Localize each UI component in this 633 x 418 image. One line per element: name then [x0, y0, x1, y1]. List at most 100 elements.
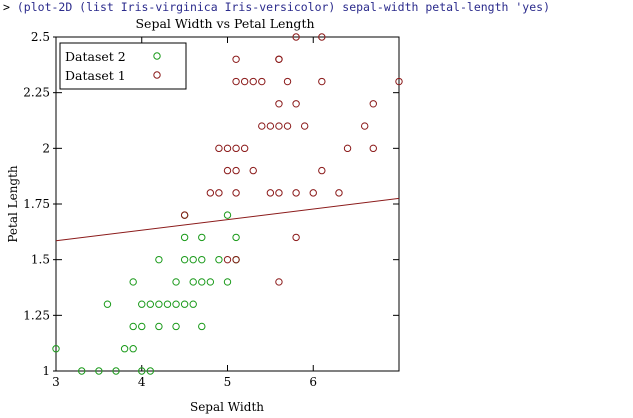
dataset-1-point	[283, 122, 292, 130]
repl-command-text: (plot-2D (list Iris-virginica Iris-versi…	[16, 0, 550, 14]
dataset-2-point	[215, 255, 223, 264]
dataset-2-point	[198, 278, 206, 286]
y-tick-label: 2	[42, 141, 50, 155]
dataset-1-point	[292, 33, 300, 41]
dataset-1-point	[395, 77, 403, 86]
dataset-2-point	[189, 300, 197, 308]
axis-ticks: 3 4 5 6 1 1.25 1.5 1.75 2 2.25 2.5	[23, 30, 399, 389]
legend-marker-dataset-2	[153, 52, 161, 60]
dataset-1-point	[266, 122, 275, 130]
repl-prompt-symbol: >	[3, 0, 10, 14]
x-axis-label: Sepal Width	[190, 400, 264, 414]
dataset-1-point	[240, 77, 249, 86]
dataset-1-point	[232, 77, 240, 86]
dataset-2-point	[180, 300, 189, 308]
dataset-2-point	[155, 322, 163, 331]
y-tick-label: 2.25	[23, 86, 50, 100]
dataset-1-point	[275, 278, 283, 286]
trend-line-group	[55, 197, 400, 242]
dataset-2-point	[198, 255, 206, 264]
dataset-1-point	[249, 77, 257, 86]
dataset-2-point	[180, 233, 189, 242]
x-tick-label: 3	[52, 375, 60, 389]
dataset-2-point	[172, 300, 180, 308]
dataset-1-point	[361, 122, 369, 130]
dataset-2-point	[146, 367, 155, 375]
dataset-1-point	[232, 189, 240, 197]
dataset-2-point	[112, 367, 120, 375]
dataset-1-point	[369, 100, 377, 108]
dataset-1-point	[258, 122, 266, 130]
legend-label-dataset-1: Dataset 1	[65, 68, 126, 83]
dataset-1-point	[275, 189, 283, 197]
x-tick-label: 6	[309, 375, 317, 389]
dataset-1-point	[240, 144, 249, 153]
dataset-1-point	[283, 77, 292, 86]
dataset-2-point	[223, 211, 232, 219]
dataset-1-point	[369, 144, 377, 153]
dataset-2-point	[189, 278, 197, 286]
dataset-2-point	[138, 322, 146, 331]
dataset-2-point	[155, 300, 163, 308]
dataset-2-point	[206, 278, 215, 286]
dataset-1-point	[275, 55, 283, 63]
dataset-1-point	[309, 189, 317, 197]
y-tick-label: 1	[42, 364, 50, 378]
y-tick-label: 1.5	[31, 253, 50, 267]
data-points	[52, 33, 403, 375]
dataset-1-point	[275, 100, 283, 108]
y-tick-label: 1.25	[23, 308, 50, 322]
dataset-1-point	[223, 166, 232, 175]
dataset-2-point	[172, 278, 180, 286]
dataset-1-point	[292, 233, 300, 242]
dataset-1-point	[232, 55, 240, 63]
dataset-1-point	[300, 122, 309, 130]
dataset-1-point	[292, 100, 300, 108]
dataset-1-point	[343, 144, 352, 153]
dataset-1-point	[335, 189, 343, 197]
dataset-1-point	[318, 166, 326, 175]
dataset-2-point	[198, 322, 206, 331]
trend-line	[55, 197, 400, 242]
repl-input-line[interactable]: > (plot-2D (list Iris-virginica Iris-ver…	[3, 0, 550, 14]
chart-title: Sepal Width vs Petal Length	[135, 16, 314, 31]
dataset-1-point	[266, 189, 275, 197]
dataset-1-point	[249, 166, 257, 175]
dataset-2-point	[129, 278, 137, 286]
dataset-1-point	[215, 144, 223, 153]
dataset-2-point	[232, 233, 240, 242]
dataset-1-point	[223, 144, 232, 153]
legend-label-dataset-2: Dataset 2	[65, 49, 126, 64]
dataset-2-point	[198, 233, 206, 242]
dataset-1-point	[180, 211, 189, 219]
dataset-1-point	[206, 189, 215, 197]
dataset-2-point	[129, 322, 137, 331]
legend-marker-dataset-1	[153, 71, 161, 79]
dataset-2-point	[146, 300, 155, 308]
dataset-2-point	[52, 345, 60, 353]
x-tick-label: 4	[138, 375, 146, 389]
dataset-2-point	[103, 300, 112, 308]
dataset-2-point	[129, 345, 137, 353]
dataset-2-point	[189, 255, 197, 264]
dataset-1-point	[292, 189, 300, 197]
dataset-1-point	[318, 77, 326, 86]
y-tick-label: 1.75	[23, 197, 50, 211]
dataset-2-point	[163, 300, 172, 308]
x-tick-label: 5	[224, 375, 232, 389]
y-axis-label: Petal Length	[6, 165, 20, 243]
dataset-1-point	[318, 33, 326, 41]
dataset-2-point	[180, 255, 189, 264]
dataset-1-point	[232, 144, 240, 153]
dataset-1-point	[232, 255, 240, 264]
dataset-1-point	[223, 255, 232, 264]
legend: Dataset 2 Dataset 1	[59, 42, 187, 90]
dataset-2-point	[172, 322, 180, 331]
dataset-1-point	[275, 122, 283, 130]
dataset-1-point	[232, 166, 240, 175]
dataset-2-point	[223, 278, 232, 286]
legend-box	[59, 42, 187, 90]
dataset-1-point	[258, 77, 266, 86]
dataset-1-point	[215, 189, 223, 197]
